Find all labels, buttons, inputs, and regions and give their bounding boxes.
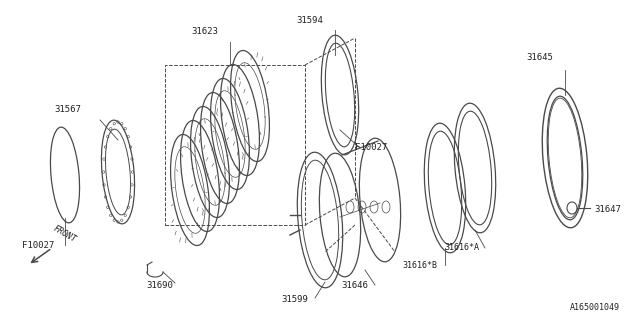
Text: 31616*B: 31616*B bbox=[403, 261, 438, 270]
Bar bbox=[165, 65, 305, 225]
Text: 31594: 31594 bbox=[296, 16, 323, 25]
Text: 31645: 31645 bbox=[527, 53, 554, 62]
Text: 31690: 31690 bbox=[147, 281, 173, 290]
Text: 31616*A: 31616*A bbox=[445, 243, 479, 252]
Text: F10027: F10027 bbox=[355, 143, 387, 152]
Text: 31647: 31647 bbox=[594, 205, 621, 214]
Text: F10027: F10027 bbox=[22, 241, 54, 250]
Text: 31623: 31623 bbox=[191, 27, 218, 36]
Text: FRONT: FRONT bbox=[52, 224, 78, 244]
Text: A165001049: A165001049 bbox=[570, 303, 620, 312]
Text: 31646: 31646 bbox=[342, 281, 369, 290]
Text: 31567: 31567 bbox=[54, 105, 81, 114]
Text: 31599: 31599 bbox=[282, 295, 308, 304]
